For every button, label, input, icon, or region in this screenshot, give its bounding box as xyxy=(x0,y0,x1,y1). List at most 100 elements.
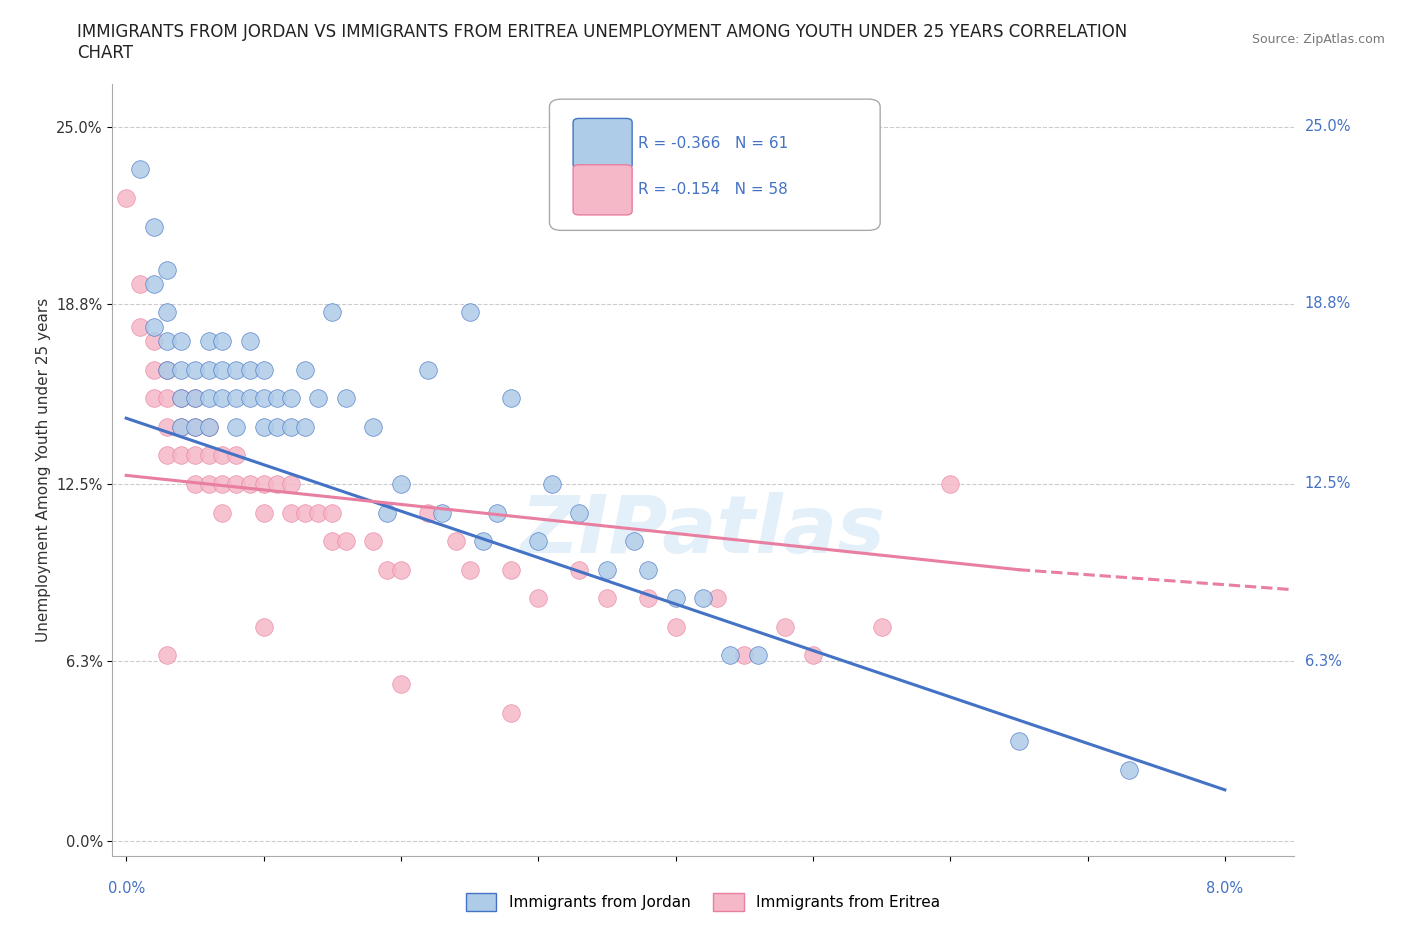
Point xyxy=(706,591,728,605)
Point xyxy=(184,362,207,377)
Point xyxy=(939,476,962,491)
Point xyxy=(775,619,797,634)
Point xyxy=(184,391,207,405)
FancyBboxPatch shape xyxy=(550,100,880,231)
Point xyxy=(142,319,165,334)
Point xyxy=(499,563,522,578)
Point xyxy=(527,534,550,549)
Point xyxy=(142,219,165,234)
Point xyxy=(870,619,893,634)
Point xyxy=(321,534,343,549)
Point xyxy=(664,591,686,605)
Point xyxy=(184,419,207,434)
Point xyxy=(225,362,247,377)
Point xyxy=(225,448,247,463)
Legend: Immigrants from Jordan, Immigrants from Eritrea: Immigrants from Jordan, Immigrants from … xyxy=(460,886,946,917)
Point xyxy=(156,648,179,663)
Point xyxy=(637,563,659,578)
Point xyxy=(637,591,659,605)
Point xyxy=(801,648,824,663)
FancyBboxPatch shape xyxy=(574,118,633,168)
Point xyxy=(129,276,152,291)
Point xyxy=(280,391,302,405)
Text: 8.0%: 8.0% xyxy=(1206,881,1243,896)
Point xyxy=(389,476,412,491)
Point xyxy=(156,391,179,405)
Y-axis label: Unemployment Among Youth under 25 years: Unemployment Among Youth under 25 years xyxy=(35,298,51,642)
Point xyxy=(197,391,219,405)
Point xyxy=(363,534,385,549)
Point xyxy=(485,505,508,520)
Point xyxy=(211,476,233,491)
Point xyxy=(197,476,219,491)
Text: IMMIGRANTS FROM JORDAN VS IMMIGRANTS FROM ERITREA UNEMPLOYMENT AMONG YOUTH UNDER: IMMIGRANTS FROM JORDAN VS IMMIGRANTS FRO… xyxy=(77,23,1128,41)
Text: 25.0%: 25.0% xyxy=(1305,119,1351,134)
Text: CHART: CHART xyxy=(77,44,134,61)
Point xyxy=(499,391,522,405)
Point xyxy=(129,319,152,334)
Point xyxy=(280,505,302,520)
Point xyxy=(239,476,262,491)
Point xyxy=(170,334,193,349)
Point xyxy=(363,419,385,434)
Point xyxy=(1008,734,1031,749)
Point xyxy=(664,619,686,634)
Point xyxy=(266,391,288,405)
Point xyxy=(184,476,207,491)
Point xyxy=(170,391,193,405)
Text: Source: ZipAtlas.com: Source: ZipAtlas.com xyxy=(1251,33,1385,46)
Point xyxy=(211,334,233,349)
Point xyxy=(252,505,274,520)
Point xyxy=(184,391,207,405)
Point xyxy=(170,419,193,434)
Point xyxy=(142,391,165,405)
Point xyxy=(321,505,343,520)
Point xyxy=(294,419,316,434)
Point xyxy=(458,563,481,578)
Point xyxy=(252,391,274,405)
Point xyxy=(170,419,193,434)
Point xyxy=(142,276,165,291)
Point xyxy=(239,334,262,349)
Point xyxy=(156,262,179,277)
Point xyxy=(156,334,179,349)
Point xyxy=(692,591,714,605)
FancyBboxPatch shape xyxy=(574,165,633,215)
Point xyxy=(225,476,247,491)
Point xyxy=(156,419,179,434)
Point xyxy=(458,305,481,320)
Point xyxy=(375,505,398,520)
Point xyxy=(252,419,274,434)
Point xyxy=(239,362,262,377)
Point xyxy=(252,619,274,634)
Point xyxy=(170,448,193,463)
Point xyxy=(335,534,357,549)
Point xyxy=(321,305,343,320)
Text: 18.8%: 18.8% xyxy=(1305,297,1351,312)
Point xyxy=(568,563,591,578)
Point xyxy=(280,476,302,491)
Point xyxy=(747,648,769,663)
Point xyxy=(252,362,274,377)
Point xyxy=(197,334,219,349)
Point xyxy=(142,334,165,349)
Text: R = -0.366   N = 61: R = -0.366 N = 61 xyxy=(638,136,789,151)
Point xyxy=(239,391,262,405)
Point xyxy=(568,505,591,520)
Point xyxy=(623,534,645,549)
Point xyxy=(335,391,357,405)
Point xyxy=(1118,763,1140,777)
Point xyxy=(266,476,288,491)
Text: R = -0.154   N = 58: R = -0.154 N = 58 xyxy=(638,182,787,197)
Text: 12.5%: 12.5% xyxy=(1305,476,1351,491)
Point xyxy=(596,591,619,605)
Point xyxy=(375,563,398,578)
Point xyxy=(308,391,330,405)
Point xyxy=(197,448,219,463)
Point xyxy=(308,505,330,520)
Point xyxy=(541,476,564,491)
Point xyxy=(252,476,274,491)
Point xyxy=(197,419,219,434)
Point xyxy=(156,362,179,377)
Point xyxy=(170,362,193,377)
